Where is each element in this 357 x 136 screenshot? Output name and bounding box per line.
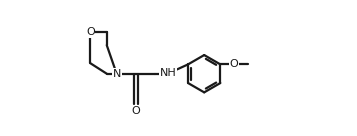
Text: NH: NH [160,68,177,78]
Text: N: N [113,69,121,79]
Text: O: O [131,106,140,116]
Text: O: O [86,27,95,37]
Text: O: O [230,59,238,69]
